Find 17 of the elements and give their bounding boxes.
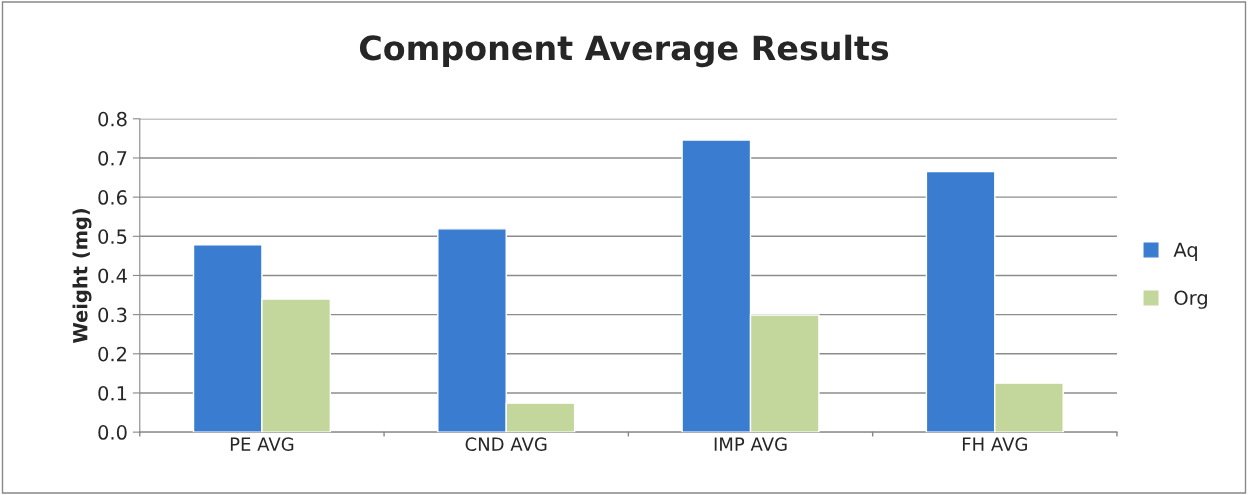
legend-label: Org — [1174, 290, 1207, 309]
y-tick-label: 0.7 — [98, 150, 127, 166]
y-axis-title: Weight (mg) — [72, 208, 92, 344]
chart-title: Component Average Results — [359, 34, 889, 68]
y-tick-label: 0.5 — [98, 229, 127, 244]
y-tick-label: 0.2 — [98, 346, 127, 362]
y-tick-label: 0.6 — [98, 190, 127, 205]
x-tick-label: CND AVG — [465, 437, 547, 451]
x-tick-label: IMP AVG — [714, 437, 787, 451]
y-tick-label: 0.8 — [98, 111, 127, 127]
y-tick-label: 0.3 — [98, 307, 127, 323]
x-tick-label: PE AVG — [230, 437, 294, 451]
y-tick-label: 0.0 — [98, 425, 127, 440]
x-tick-label: FH AVG — [962, 437, 1027, 451]
legend-label: Aq — [1173, 242, 1197, 261]
y-tick-label: 0.4 — [98, 268, 127, 284]
y-tick-label: 0.1 — [98, 385, 127, 401]
